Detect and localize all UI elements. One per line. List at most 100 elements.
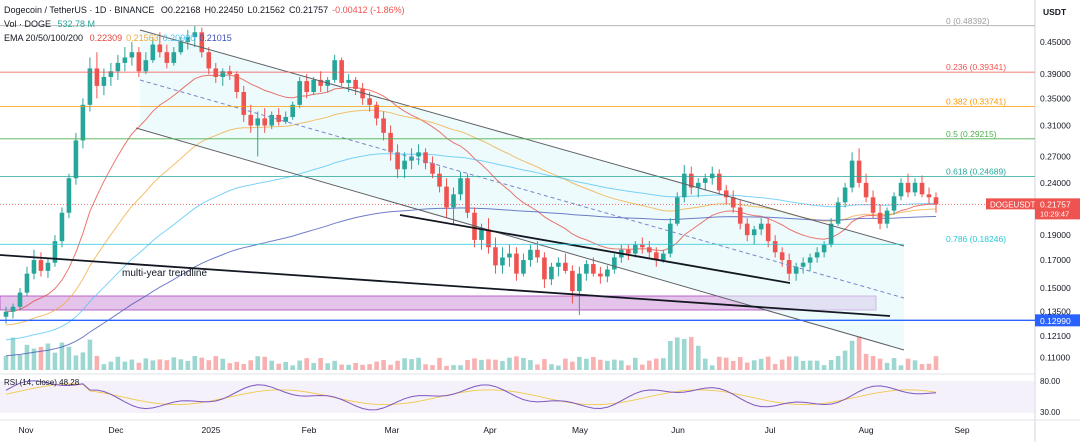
- candle-body: [164, 52, 170, 63]
- volume-bar: [870, 355, 876, 370]
- candle-body: [458, 178, 463, 195]
- candle-body: [856, 160, 862, 183]
- ohlc-values: O0.22168 H0.22450 L0.21562 C0.21757 -0.00412…: [161, 5, 409, 15]
- symbol-title: Dogecoin / TetherUS · 1D · BINANCE: [4, 5, 155, 15]
- candle-body: [514, 253, 519, 274]
- volume-bar: [563, 358, 568, 370]
- candle-body: [884, 210, 890, 224]
- price-tick-label: 0.24000: [1040, 178, 1071, 188]
- volume-bar: [255, 356, 261, 370]
- volume-bar: [765, 356, 771, 370]
- candle-body: [821, 244, 827, 253]
- volume-bar: [905, 358, 911, 370]
- candle-body: [612, 257, 617, 270]
- ohlc-item: -0.00412 (-1.86%): [332, 5, 405, 15]
- volume-bar: [346, 364, 351, 370]
- candle-body: [549, 266, 554, 280]
- volume-bar: [486, 359, 491, 370]
- candle-body: [633, 244, 638, 254]
- volume-bar: [528, 360, 533, 370]
- time-tick-label: May: [572, 425, 589, 435]
- price-tick-label: 0.11000: [1040, 353, 1070, 363]
- multi-year-trendline: [0, 254, 891, 317]
- volume-bar: [633, 357, 638, 370]
- volume-bar: [129, 359, 135, 370]
- volume-bar: [654, 358, 659, 370]
- candle-body: [108, 71, 114, 77]
- time-tick-label: 2025: [202, 425, 221, 435]
- volume-bar: [479, 359, 484, 370]
- candle-body: [807, 257, 813, 263]
- candle-body: [150, 44, 156, 61]
- candle-body: [290, 104, 295, 118]
- price-tick-label: 0.45000: [1040, 37, 1071, 47]
- volume-bar: [912, 360, 918, 370]
- candle-body: [157, 44, 163, 53]
- volume-bar: [94, 355, 100, 370]
- candle-body: [605, 269, 610, 277]
- volume-bar: [360, 364, 365, 370]
- volume-bar: [234, 361, 240, 370]
- volume-info: Vol · DOGE 532.78 M: [4, 19, 99, 29]
- candle-body: [898, 182, 904, 197]
- candle-body: [626, 249, 631, 254]
- candle-body: [479, 229, 484, 240]
- candle-body: [640, 244, 645, 248]
- ema-value: 0.20900: [162, 33, 196, 43]
- candle-body: [87, 68, 93, 105]
- volume-bar: [814, 360, 820, 370]
- volume-bar: [521, 357, 526, 370]
- volume-bar: [507, 357, 512, 370]
- candle-body: [716, 173, 722, 191]
- volume-bar: [933, 356, 939, 370]
- candle-body: [751, 229, 757, 236]
- fib-level-label: 0.236 (0.39341): [946, 62, 1006, 72]
- symbol-tag-label: DOGEUSDT: [990, 200, 1035, 209]
- volume-bar: [206, 360, 212, 370]
- volume-bar: [115, 356, 121, 370]
- time-tick-label: Jun: [671, 425, 685, 435]
- candle-body: [521, 260, 526, 274]
- candle-body: [248, 114, 254, 126]
- candle-body: [339, 60, 344, 83]
- candle-body: [744, 223, 750, 236]
- candle-body: [500, 257, 505, 266]
- volume-bar: [919, 364, 925, 370]
- volume-bar: [409, 359, 414, 370]
- volume-bar: [472, 358, 477, 370]
- volume-bar: [458, 365, 463, 370]
- volume-bar: [332, 360, 337, 370]
- candle-body: [786, 260, 792, 274]
- trendline-annotation: multi-year trendline: [122, 268, 207, 279]
- candle-body: [192, 32, 198, 38]
- candle-body: [80, 104, 86, 141]
- volume-bar: [171, 357, 177, 370]
- candle-body: [227, 71, 233, 75]
- volume-bar: [66, 346, 72, 370]
- volume-bar: [660, 358, 666, 370]
- volume-bar: [164, 360, 170, 370]
- candle-body: [772, 241, 778, 253]
- volume-bar: [849, 340, 855, 370]
- candle-body: [416, 152, 421, 157]
- candle-body: [269, 114, 275, 126]
- candle-body: [332, 60, 337, 80]
- volume-bar: [80, 352, 86, 370]
- fib-level-label: 0.618 (0.24689): [946, 166, 1006, 176]
- candle-body: [101, 76, 107, 86]
- candle-body: [723, 190, 729, 198]
- volume-bar: [535, 364, 540, 370]
- channel-lower-line: [135, 127, 905, 351]
- candle-body: [430, 163, 435, 174]
- volume-bar: [751, 360, 757, 370]
- time-tick-label: Nov: [18, 425, 34, 435]
- volume-bar: [605, 360, 610, 370]
- candle-body: [758, 223, 764, 230]
- candle-body: [444, 186, 449, 208]
- volume-bar: [709, 365, 715, 370]
- candle-body: [52, 241, 58, 263]
- price-tick-label: 0.15000: [1040, 283, 1071, 293]
- candle-body: [695, 182, 701, 188]
- candle-body: [311, 79, 316, 93]
